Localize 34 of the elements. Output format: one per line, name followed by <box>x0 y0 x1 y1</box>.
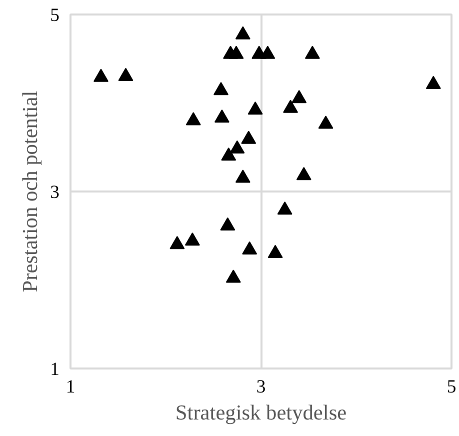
point <box>242 241 258 254</box>
point <box>186 112 201 126</box>
point <box>221 148 236 161</box>
point <box>170 236 185 250</box>
y-tick-label: 1 <box>50 359 60 380</box>
point <box>268 244 283 258</box>
point <box>220 217 236 231</box>
point <box>214 109 230 123</box>
x-tick-label: 3 <box>256 376 266 398</box>
point <box>292 90 307 104</box>
point <box>93 68 108 82</box>
x-tick-label: 1 <box>66 376 76 398</box>
point <box>184 232 200 246</box>
y-axis-title: Prestation och potential <box>18 90 42 292</box>
point <box>304 46 320 59</box>
point <box>235 26 250 40</box>
point <box>283 100 298 113</box>
point <box>260 46 276 59</box>
x-tick-label: 5 <box>446 376 456 398</box>
point <box>277 202 292 215</box>
point <box>241 130 256 144</box>
x-axis-title: Strategisk betydelse <box>175 400 347 424</box>
point <box>226 270 241 283</box>
point <box>118 68 134 81</box>
point <box>426 76 441 89</box>
point <box>235 170 250 183</box>
point <box>228 46 244 59</box>
y-tick-label: 3 <box>50 182 60 203</box>
point <box>296 166 312 180</box>
point <box>230 140 245 154</box>
y-tick-label: 5 <box>50 5 60 26</box>
point <box>248 101 263 115</box>
point <box>318 116 334 129</box>
point <box>213 82 228 96</box>
